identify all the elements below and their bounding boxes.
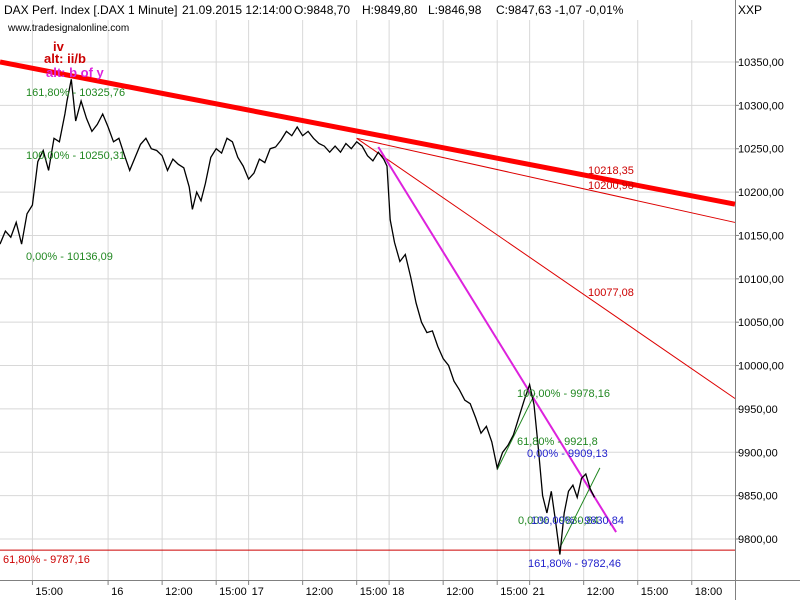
x-tick-label: 12:00	[306, 586, 334, 598]
projection-label-10218: 10218,35	[588, 165, 634, 177]
gridlines	[0, 20, 735, 580]
x-tick-label: 12:00	[165, 586, 193, 598]
trend-line-thin	[356, 137, 736, 223]
fib-label-1618-blue: 161,80% - 9782,46	[528, 558, 621, 570]
x-tick-label: 18	[392, 586, 404, 598]
trend-line-green	[496, 393, 536, 470]
right-axis-label: XXP	[738, 3, 762, 17]
header-datetime: 21.09.2015 12:14:00	[182, 3, 292, 17]
x-tick-label: 16	[111, 586, 123, 598]
trend-line-thick	[0, 59, 736, 207]
header-instrument: DAX Perf. Index [.DAX 1 Minute]	[4, 3, 177, 17]
fib-label-0-green-low: 0,00% - 9830,84	[518, 515, 599, 527]
header-open: O:9848,70	[294, 3, 350, 17]
x-axis: 15:00 16 12:00 15:00 17 12:00 15:00 18 12:00 15:0…	[31, 580, 723, 598]
y-tick-label: 9950,00	[738, 404, 778, 416]
y-tick-label: 9850,00	[738, 491, 778, 503]
y-tick-label: 10250,00	[738, 144, 784, 156]
header-close: C:9847,63 -1,07 -0,01%	[496, 3, 624, 17]
trend-lines	[0, 59, 736, 548]
x-tick-label: 17	[252, 586, 264, 598]
trend-line-thin	[356, 137, 736, 399]
wave-label-alt-bofy: alt: b of y	[46, 65, 105, 80]
y-tick-label: 10200,00	[738, 187, 784, 199]
price-series-line	[0, 79, 596, 555]
y-tick-label: 10000,00	[738, 361, 784, 373]
x-tick-label: 15:00	[500, 586, 528, 598]
x-tick-label: 12:00	[587, 586, 615, 598]
wave-label-iv: iv	[53, 39, 65, 54]
y-tick-label: 9800,00	[738, 534, 778, 546]
fib-label-618-mid: 61,80% - 9921,8	[517, 436, 598, 448]
y-tick-label: 10050,00	[738, 317, 784, 329]
y-tick-label: 9900,00	[738, 447, 778, 459]
trend-line-magenta	[377, 146, 617, 533]
fib-label-0-top: 0,00% - 10136,09	[26, 251, 113, 263]
fib-label-100-blue-low: 100,00% - 9830,84	[531, 515, 624, 527]
x-tick-label: 21	[533, 586, 545, 598]
x-tick-label: 12:00	[446, 586, 474, 598]
trend-line-green	[559, 467, 601, 548]
x-tick-label: 15:00	[219, 586, 247, 598]
plot-area	[0, 20, 735, 580]
projection-label-10077: 10077,08	[588, 287, 634, 299]
y-tick-label: 10300,00	[738, 100, 784, 112]
y-tick-label: 10150,00	[738, 230, 784, 242]
x-tick-label: 15:00	[641, 586, 669, 598]
fib-label-618-red: 61,80% - 9787,16	[3, 554, 90, 566]
x-tick-label: 15:00	[35, 586, 63, 598]
y-tick-label: 10100,00	[738, 274, 784, 286]
fib-label-0-blue: 0,00% - 9909,13	[527, 448, 608, 460]
wave-label-alt-iib: alt: ii/b	[44, 51, 86, 66]
fib-label-100-top: 100,00% - 10250,31	[26, 150, 125, 162]
header-high: H:9849,80	[362, 3, 418, 17]
x-tick-label: 18:00	[695, 586, 723, 598]
projection-label-10200: 10200,98	[588, 180, 634, 192]
x-tick-label: 15:00	[360, 586, 388, 598]
y-tick-label: 10350,00	[738, 57, 784, 69]
header-low: L:9846,98	[428, 3, 482, 17]
fib-label-161-top: 161,80% - 10325,76	[26, 87, 125, 99]
watermark: www.tradesignalonline.com	[7, 23, 129, 34]
y-axis: 9800,00 9850,00 9900,00 9950,00 10000,00 1005…	[735, 57, 784, 546]
fib-label-100-mid: 100,00% - 9978,16	[517, 388, 610, 400]
